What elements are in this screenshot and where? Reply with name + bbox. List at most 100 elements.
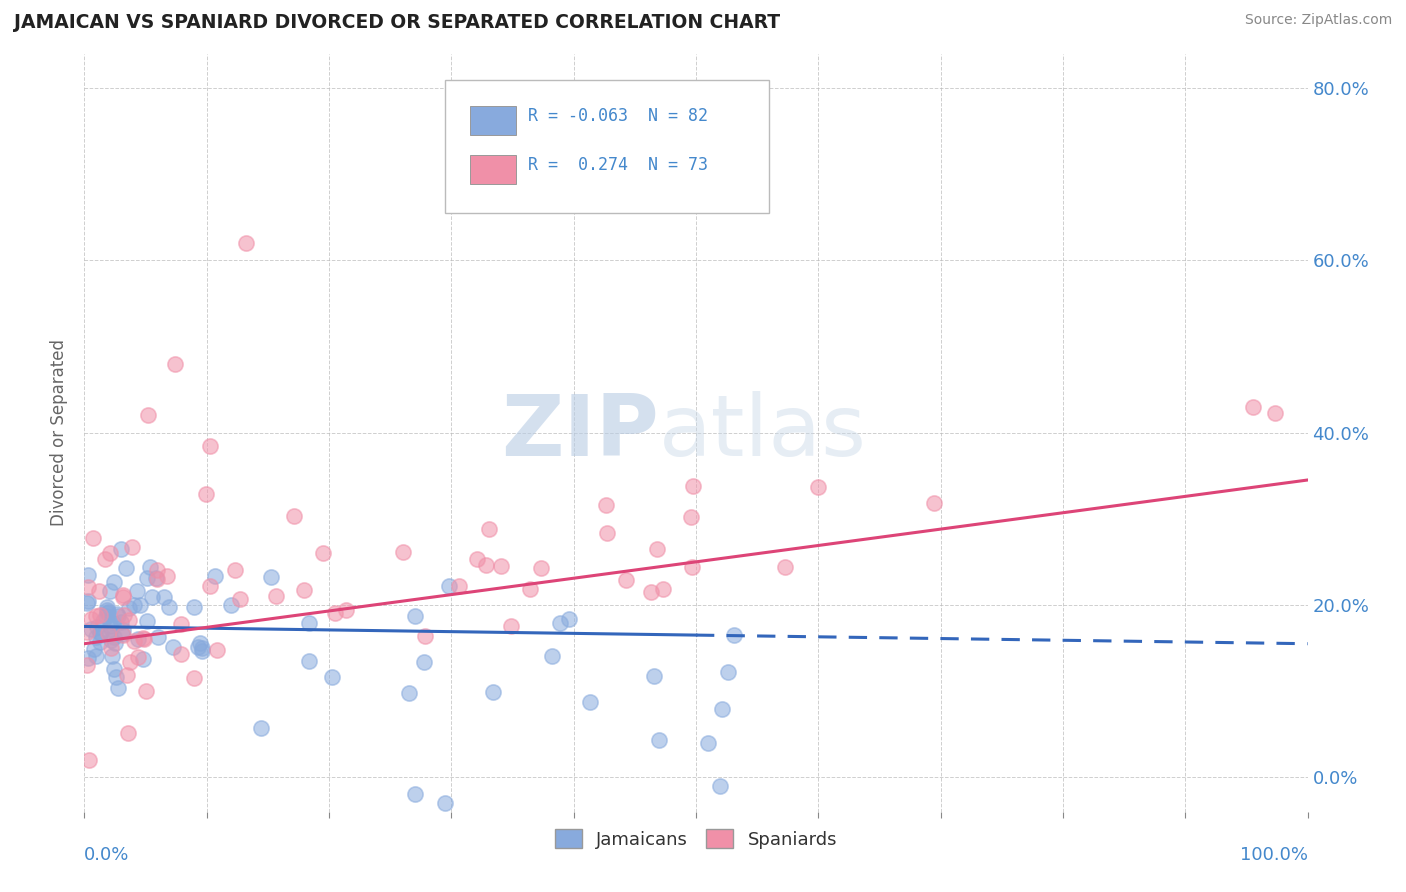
Point xyxy=(643,668,665,682)
Point xyxy=(924,496,946,510)
Point xyxy=(94,609,117,624)
Point xyxy=(110,542,132,557)
Point xyxy=(141,591,163,605)
Point xyxy=(111,628,134,642)
Point xyxy=(145,571,167,585)
Point xyxy=(89,608,111,623)
Point xyxy=(89,626,111,640)
Point xyxy=(449,579,471,593)
Point xyxy=(76,597,98,611)
Point xyxy=(105,670,128,684)
Point xyxy=(519,582,541,596)
Point xyxy=(283,508,305,523)
Point xyxy=(146,572,169,586)
Point xyxy=(325,606,347,620)
Point xyxy=(103,630,125,644)
Point xyxy=(723,628,745,642)
Point xyxy=(434,796,457,810)
Point xyxy=(98,546,121,560)
Point xyxy=(127,632,149,646)
Legend: Jamaicans, Spaniards: Jamaicans, Spaniards xyxy=(547,822,845,855)
Point xyxy=(437,579,460,593)
Point xyxy=(195,487,218,501)
Point xyxy=(596,525,619,540)
Point xyxy=(94,552,117,566)
Point xyxy=(132,651,155,665)
Point xyxy=(96,607,118,621)
Y-axis label: Divorced or Separated: Divorced or Separated xyxy=(51,339,69,526)
Point xyxy=(163,357,186,371)
Point xyxy=(648,185,671,199)
Point xyxy=(77,568,100,582)
Point xyxy=(540,649,562,664)
Point xyxy=(76,624,98,639)
Point xyxy=(478,522,501,536)
Point xyxy=(807,480,830,494)
Point xyxy=(104,636,127,650)
Point xyxy=(219,599,242,613)
Point xyxy=(100,623,122,637)
Point xyxy=(404,788,426,802)
Point xyxy=(697,736,720,750)
Point xyxy=(100,619,122,633)
Point xyxy=(80,622,103,636)
Point xyxy=(578,695,600,709)
Point xyxy=(136,409,159,423)
Point xyxy=(115,561,138,575)
Point xyxy=(82,531,104,545)
Point xyxy=(101,616,124,631)
Point xyxy=(76,651,98,665)
Point xyxy=(100,648,122,663)
Point xyxy=(107,681,129,696)
Point xyxy=(97,606,120,620)
Point xyxy=(89,635,111,649)
Point xyxy=(170,616,193,631)
Point xyxy=(773,560,796,574)
Point xyxy=(475,558,498,572)
Point xyxy=(156,569,179,583)
Point xyxy=(1264,406,1286,420)
Point xyxy=(224,563,246,577)
Point xyxy=(97,625,120,640)
Point xyxy=(96,600,118,615)
Point xyxy=(321,670,343,684)
Point xyxy=(183,671,205,685)
FancyBboxPatch shape xyxy=(446,80,769,213)
Point xyxy=(710,702,733,716)
Point xyxy=(260,570,283,584)
Point xyxy=(91,615,114,629)
Point xyxy=(188,636,211,650)
Point xyxy=(681,509,703,524)
Point xyxy=(530,560,553,574)
Point xyxy=(652,582,675,597)
Point xyxy=(311,546,333,560)
Point xyxy=(548,615,571,630)
Point xyxy=(264,589,287,603)
Point xyxy=(392,545,415,559)
Point xyxy=(682,479,704,493)
FancyBboxPatch shape xyxy=(470,155,516,184)
Point xyxy=(122,634,145,648)
Point xyxy=(84,649,107,664)
Point xyxy=(77,594,100,608)
Point xyxy=(207,642,229,657)
Point xyxy=(77,753,100,767)
Point xyxy=(135,683,157,698)
Point xyxy=(139,560,162,574)
Point xyxy=(292,582,315,597)
Point xyxy=(162,640,184,655)
Point xyxy=(558,612,581,626)
Point xyxy=(136,571,159,585)
Text: 100.0%: 100.0% xyxy=(1240,846,1308,863)
Point xyxy=(229,592,252,607)
Point xyxy=(84,630,107,644)
Point xyxy=(1241,400,1264,414)
Point xyxy=(110,615,132,630)
Point xyxy=(112,623,135,637)
Point xyxy=(132,632,155,647)
Point xyxy=(76,657,98,672)
Text: Source: ZipAtlas.com: Source: ZipAtlas.com xyxy=(1244,13,1392,28)
Point xyxy=(86,609,108,624)
Point xyxy=(103,575,125,590)
Point xyxy=(204,568,226,582)
